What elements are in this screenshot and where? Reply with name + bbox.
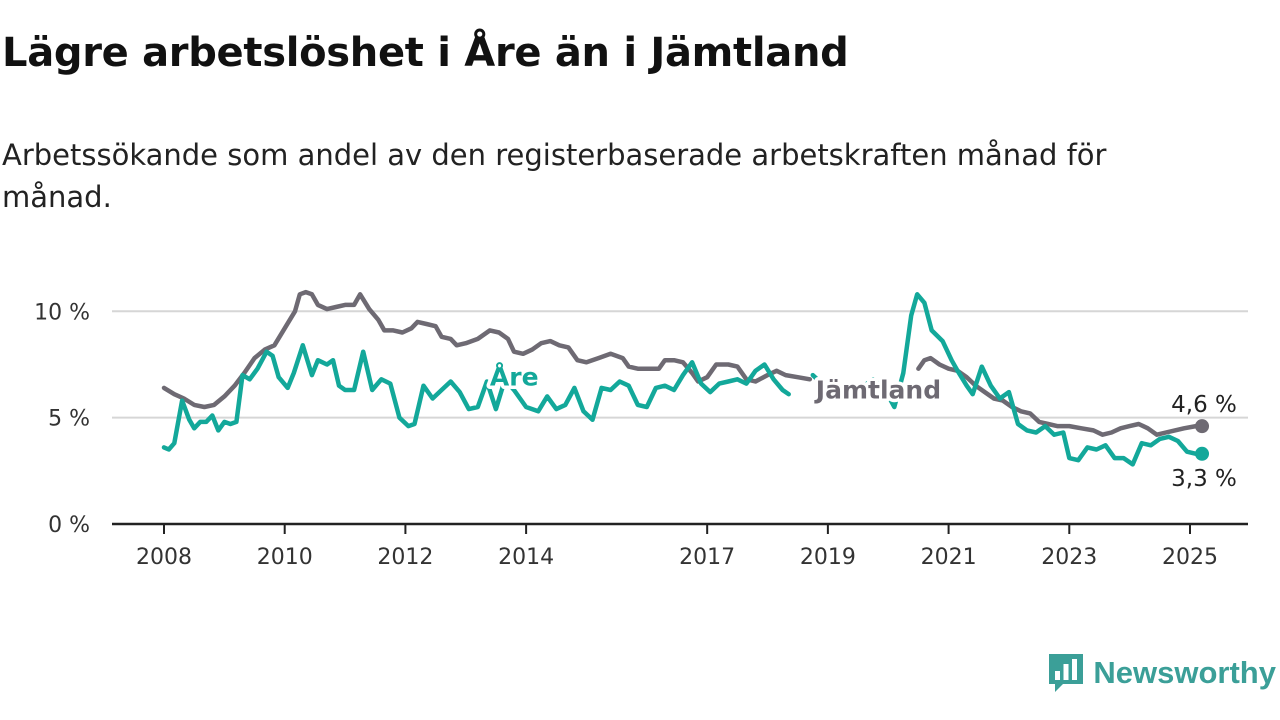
series-line-are (810, 292, 1199, 467)
series-line-jamtland (916, 355, 1199, 437)
series-line-are (161, 343, 791, 452)
y-tick-label: 5 % (48, 407, 90, 432)
y-tick-label: 10 % (34, 300, 90, 325)
x-tick-label: 2023 (1041, 545, 1097, 570)
x-tick-label: 2021 (921, 545, 977, 570)
series-end-dot (1195, 446, 1210, 461)
x-tick-label: 2010 (257, 545, 313, 570)
newsworthy-logo[interactable]: Newsworthy (1049, 654, 1276, 692)
series-end-label: 3,3 % (1171, 466, 1237, 492)
x-tick-label: 2017 (679, 545, 735, 570)
x-tick-label: 2019 (800, 545, 856, 570)
series-label: Åre (490, 363, 539, 392)
series-label: Jämtland (814, 375, 941, 404)
x-tick-label: 2025 (1162, 545, 1218, 570)
x-tick-label: 2014 (498, 545, 554, 570)
chart-subtitle: Arbetssökande som andel av den registerb… (2, 138, 1107, 214)
y-tick-label: 0 % (48, 513, 90, 538)
page-title: Lägre arbetslöshet i Åre än i Jämtland (2, 30, 849, 76)
x-tick-label: 2012 (377, 545, 433, 570)
brand-name: Newsworthy (1093, 655, 1276, 690)
series-end-label: 4,6 % (1171, 392, 1237, 418)
bar-chart-logo-icon (1049, 654, 1084, 692)
x-tick-label: 2008 (136, 545, 192, 570)
series-line-jamtland (161, 289, 813, 410)
series-end-dot (1195, 419, 1210, 434)
